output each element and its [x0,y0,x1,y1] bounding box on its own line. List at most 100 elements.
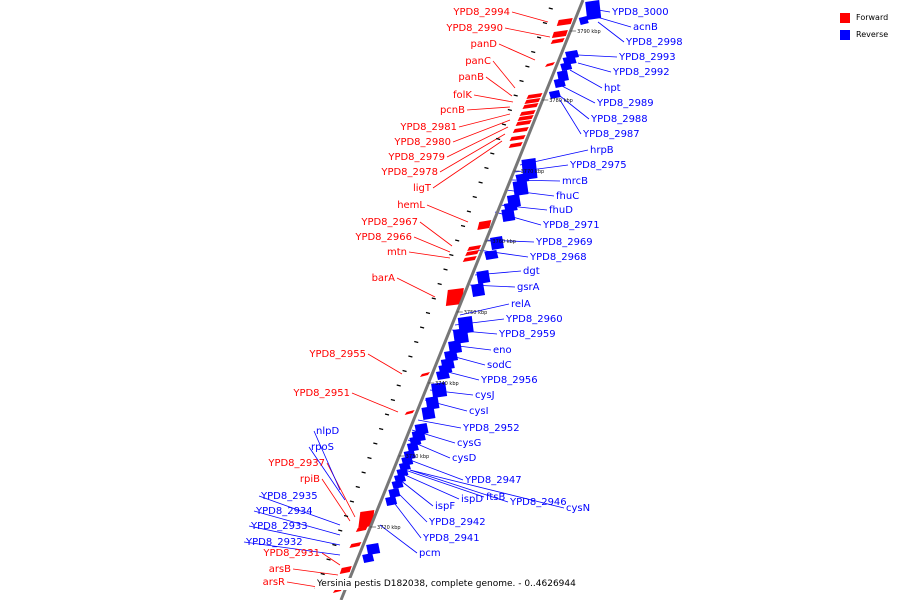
forward-connector [439,133,506,173]
forward-gene-label: YPD8_2979 [387,152,445,163]
reverse-gene-label: YPD8_2987 [582,129,640,140]
reverse-gene-label: sodC [487,360,512,371]
feature-mark [361,471,366,474]
forward-gene-label: rpiB [300,474,320,485]
forward-gene-label: arsB [269,564,291,575]
feature-mark [519,79,524,83]
reverse-gene-label: YPD8_2993 [618,52,676,63]
feature-mark [501,123,507,126]
reverse-connector [409,469,509,503]
feature-mark [419,326,425,329]
reverse-gene-label: YPD8_2960 [505,314,563,325]
forward-gene [550,38,565,44]
feature-mark [472,195,477,199]
forward-gene-label: YPD8_2990 [445,23,503,34]
reverse-gene [385,496,398,506]
forward-gene [404,410,415,415]
forward-gene [462,256,477,262]
feature-mark [431,297,436,300]
reverse-gene [362,553,375,563]
reverse-gene [388,488,401,498]
forward-gene-label: YPD8_2937 [267,458,325,469]
legend-item-forward: Forward [840,10,888,25]
reverse-connector [577,62,612,73]
forward-gene [556,18,573,26]
reverse-gene-label: YPD8_2947 [464,475,522,486]
reverse-gene-label: YPD8_2989 [596,98,654,109]
feature-mark [396,384,401,387]
genome-caption: Yersinia pestis D182038, complete genome… [315,578,578,590]
reverse-gene-label: nlpD [316,426,339,437]
feature-mark [437,282,442,286]
reverse-gene-label: relA [511,299,531,310]
reverse-gene-label: cysJ [475,390,495,401]
feature-mark [326,558,331,561]
forward-connector [473,94,514,103]
feature-mark [455,239,460,242]
feature-mark [466,210,472,213]
forward-gene [515,120,532,126]
forward-connector [351,392,399,413]
reverse-connector [379,524,418,554]
reverse-gene-label: YPD8_2975 [569,160,627,171]
feature-mark [320,572,325,576]
forward-connector [292,568,339,576]
reverse-gene [425,396,440,410]
tick-label: 3730 kbp [406,454,430,460]
feature-mark [379,427,384,431]
reverse-gene-label: YPD8_2971 [542,220,600,231]
reverse-connector [559,84,596,104]
forward-connector [367,353,403,375]
forward-gene [419,372,430,377]
reverse-gene-label: cysG [457,438,481,449]
reverse-gene [560,62,573,71]
forward-gene-label: hemL [397,200,425,211]
reverse-gene-label: cysN [566,503,590,514]
reverse-gene [398,462,411,471]
gene-features [314,0,602,593]
reverse-gene [391,480,404,489]
reverse-gene [585,0,602,20]
reverse-connector [577,54,618,58]
reverse-gene-label: YPD8_2934 [255,506,313,517]
forward-gene-label: barA [372,273,396,284]
forward-gene [349,542,362,548]
forward-connector [511,11,549,23]
forward-gene [509,135,526,141]
reverse-gene-label: YPD8_2952 [462,423,520,434]
reverse-swatch [840,29,850,40]
forward-gene-label: panD [470,39,497,50]
reverse-gene [448,340,463,354]
forward-connector [504,27,551,38]
forward-connector [419,221,453,247]
tick-label: 3760 kbp [492,239,516,245]
forward-gene-label: YPD8_2966 [354,232,412,243]
feature-mark [513,94,518,97]
forward-gene [544,62,555,67]
axis-ticks: 3720 kbp 3730 kbp 3740 kbp 3750 kbp 3760 kbp… [370,29,601,531]
forward-gene [524,98,541,104]
reverse-gene [421,406,436,420]
reverse-connector [494,211,542,226]
reverse-gene-label: YPD8_2933 [250,521,308,532]
forward-gene-label: YPD8_2978 [380,167,438,178]
forward-connector [498,43,536,61]
reverse-connector [243,541,341,556]
reverse-gene-label: YPD8_2942 [428,517,486,528]
reverse-connector [569,69,603,89]
forward-gene-label: pcnB [440,105,465,116]
feature-mark [443,268,448,271]
reverse-connector [559,99,582,135]
reverse-gene-label: YPD8_2968 [529,252,587,263]
feature-mark [384,413,390,416]
tick-label: 3770 kbp [521,169,545,175]
reverse-gene-label: rpoS [311,442,334,453]
forward-gene-label: mtn [387,247,407,258]
feature-mark [367,456,372,460]
forward-connector [446,126,509,158]
legend-label-reverse: Reverse [856,30,889,39]
reverse-gene-label: pcm [419,548,441,559]
forward-gene-label: panB [458,72,484,83]
reverse-connector [409,459,464,481]
forward-gene-label: ligT [413,183,432,194]
